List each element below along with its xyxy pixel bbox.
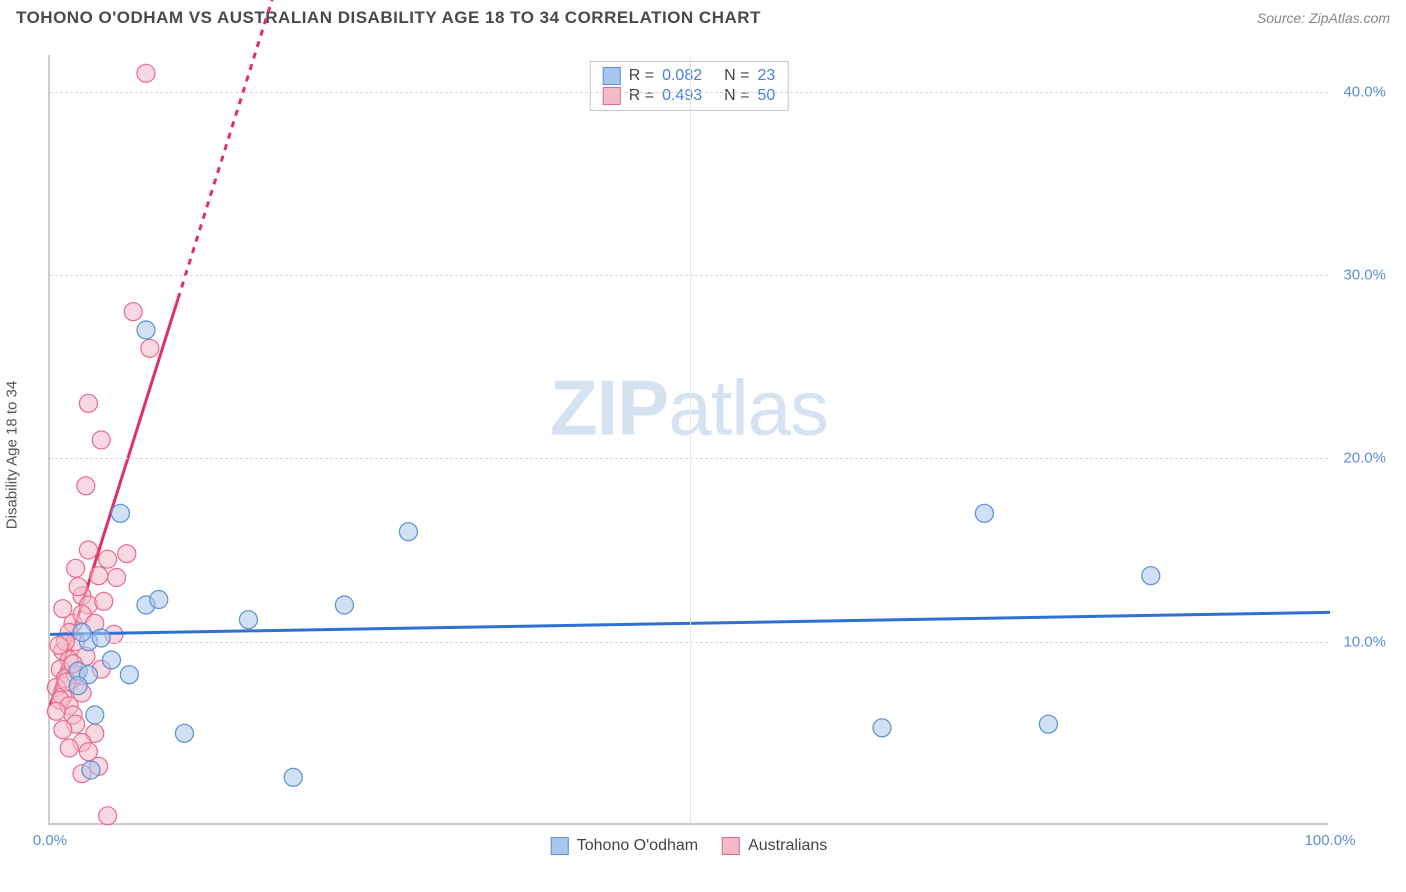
stat-r-label: R = <box>629 67 654 85</box>
data-point <box>67 559 85 577</box>
gridline-h <box>50 275 1328 276</box>
data-point <box>60 739 78 757</box>
plot-area: ZIPatlas R =0.082N =23R =0.493N =50 Toho… <box>48 55 1328 825</box>
chart-header: TOHONO O'ODHAM VS AUSTRALIAN DISABILITY … <box>0 0 1406 30</box>
data-point <box>69 578 87 596</box>
data-point <box>47 702 65 720</box>
data-point <box>69 677 87 695</box>
y-tick-label: 10.0% <box>1334 633 1386 650</box>
stats-row: R = 0.493 N = 50 <box>603 86 776 106</box>
data-point <box>102 651 120 669</box>
stat-r-value: 0.082 <box>662 67 702 85</box>
stat-n-label: N = <box>724 67 749 85</box>
data-point <box>1039 715 1057 733</box>
stat-r-label: R = <box>629 87 654 105</box>
series-swatch <box>603 67 621 85</box>
gridline-h <box>50 92 1328 93</box>
data-point <box>137 64 155 82</box>
stats-legend-box: R = 0.082 N = 23 R = 0.493 N = 50 <box>590 61 789 111</box>
y-tick-label: 20.0% <box>1334 450 1386 467</box>
data-point <box>111 504 129 522</box>
data-point <box>95 592 113 610</box>
y-tick-label: 40.0% <box>1334 83 1386 100</box>
y-tick-label: 30.0% <box>1334 267 1386 284</box>
data-point <box>54 600 72 618</box>
stat-n-value: 23 <box>757 67 775 85</box>
stat-n-value: 50 <box>757 87 775 105</box>
gridline-h <box>50 642 1328 643</box>
series-swatch <box>603 87 621 105</box>
data-point <box>137 321 155 339</box>
bottom-legend: Tohono O'odham Australians <box>551 837 828 855</box>
data-point <box>284 768 302 786</box>
data-point <box>124 303 142 321</box>
data-point <box>50 636 68 654</box>
data-point <box>79 541 97 559</box>
data-point <box>399 523 417 541</box>
data-point <box>54 721 72 739</box>
stat-r-value: 0.493 <box>662 87 702 105</box>
data-point <box>82 761 100 779</box>
data-point <box>120 666 138 684</box>
data-point <box>118 545 136 563</box>
legend-item: Australians <box>722 837 827 855</box>
legend-item: Tohono O'odham <box>551 837 698 855</box>
gridline-v <box>690 55 691 823</box>
data-point <box>86 706 104 724</box>
legend-swatch <box>722 837 740 855</box>
data-point <box>975 504 993 522</box>
data-point <box>175 724 193 742</box>
data-point <box>92 431 110 449</box>
chart-container: Disability Age 18 to 34 ZIPatlas R =0.08… <box>48 55 1388 855</box>
legend-swatch <box>551 837 569 855</box>
data-point <box>79 394 97 412</box>
data-point <box>1142 567 1160 585</box>
data-point <box>108 569 126 587</box>
y-axis-label: Disability Age 18 to 34 <box>4 381 21 529</box>
data-point <box>73 624 91 642</box>
x-tick-label: 100.0% <box>1305 832 1356 849</box>
data-point <box>99 807 117 825</box>
data-point <box>873 719 891 737</box>
chart-source: Source: ZipAtlas.com <box>1257 10 1390 26</box>
data-point <box>99 550 117 568</box>
data-point <box>141 339 159 357</box>
stat-n-label: N = <box>724 87 749 105</box>
legend-label: Australians <box>748 837 827 855</box>
gridline-h <box>50 458 1328 459</box>
data-point <box>239 611 257 629</box>
trend-line <box>178 0 370 299</box>
legend-label: Tohono O'odham <box>577 837 698 855</box>
data-point <box>90 567 108 585</box>
chart-title: TOHONO O'ODHAM VS AUSTRALIAN DISABILITY … <box>16 8 761 28</box>
data-point <box>92 629 110 647</box>
data-point <box>150 591 168 609</box>
data-point <box>77 477 95 495</box>
x-tick-label: 0.0% <box>33 832 67 849</box>
data-point <box>335 596 353 614</box>
stats-row: R = 0.082 N = 23 <box>603 66 776 86</box>
